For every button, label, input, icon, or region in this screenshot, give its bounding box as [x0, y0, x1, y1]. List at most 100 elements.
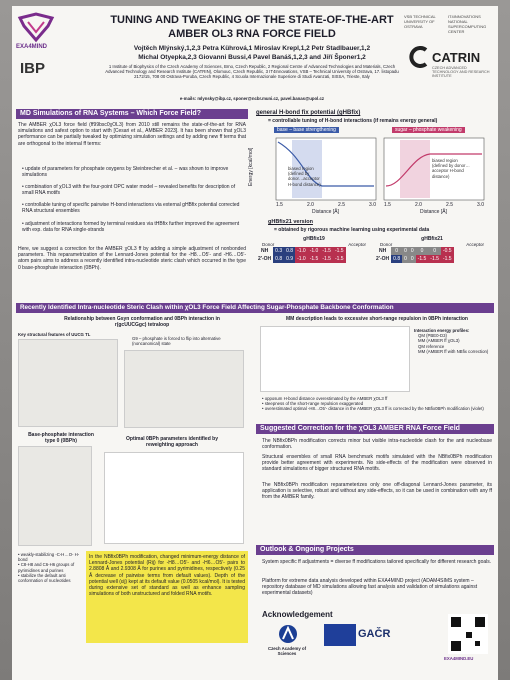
subheading: gHBfix21 version — [268, 219, 313, 225]
legend: Interaction energy profiles: QM (PBE0-D3)… — [414, 328, 494, 354]
header-cell: Donor — [380, 242, 393, 247]
table-header: Donor Acceptor — [374, 242, 490, 247]
bullet-text: combination of χOL3 with the four-point … — [22, 184, 236, 197]
section-heading: MD Simulations of RNA Systems – Which Fo… — [16, 109, 248, 119]
legend-entry: QM reference — [418, 343, 445, 349]
email: e-mails: mlynsky@ibp.cz, sponer@ncbr.mun… — [179, 96, 325, 101]
table-cell: -1.5 — [332, 255, 346, 263]
table-title: gHBfix21 — [421, 236, 443, 242]
label: sugar – phosphate weakening — [392, 127, 465, 133]
label: base – base strengthening — [274, 127, 339, 133]
bullet: • controllable tuning of specific pairwi… — [22, 202, 240, 215]
legend-entry: QM (PBE0-D3) — [418, 333, 447, 339]
x-tick-label: 2.0 — [415, 202, 422, 208]
figure — [260, 326, 410, 392]
catrin-icon — [409, 46, 428, 68]
legend-entry: MM (AMBER ff with NBfix correction) — [418, 348, 489, 354]
authors: Michal Otyepka,2,3 Giovanni Bussi,4 Pave… — [138, 54, 366, 61]
x-tick-label: 2.5 — [446, 202, 453, 208]
table-cell: 0.8 — [284, 247, 296, 255]
table-block: gHBfix21 Donor Acceptor NH 0 0 0 0 0 -0.5 2′-OH 0.8… — [374, 236, 490, 263]
header-cell: Acceptor — [466, 242, 484, 247]
row-label: NH — [260, 248, 269, 254]
figure-title: Optimal 0BPh parameters identified by re… — [126, 436, 218, 449]
catrin-sub: CZECH ADVANCED TECHNOLOGY AND RESEARCH I… — [432, 66, 490, 78]
paragraph: The NBfix0BPh modification corrects mino… — [262, 438, 492, 451]
x-tick-label: 1.5 — [384, 202, 391, 208]
section-heading: Suggested Correction for the χOL3 AMBER … — [256, 424, 494, 434]
table-cell: 0.8 — [273, 255, 285, 263]
bullet: • combination of χOL3 with the four-poin… — [22, 184, 236, 197]
table-cell: -1.5 — [307, 255, 321, 263]
subtitle: = controllable tuning of H-bond interact… — [268, 118, 438, 124]
title: AMBER OL3 RNA FORCE FIELD — [168, 28, 336, 40]
header-cell: Acceptor — [348, 242, 366, 247]
table-cell: 0 — [415, 247, 429, 255]
table-header: Donor Acceptor — [256, 242, 372, 247]
logo: EXA4MIND.EU — [444, 656, 474, 661]
table-row: 2′-OH 0.8 0.9 -1.0 -1.5 -1.5 -1.5 — [256, 255, 346, 263]
row-label: 2′-OH — [376, 256, 390, 262]
table-cell: -1.5 — [320, 255, 333, 263]
figure — [104, 452, 244, 544]
x-ticks: 1.5 2.0 2.5 3.0 — [276, 202, 376, 208]
bullet-text: opposum H-bond distance overestimated by… — [264, 396, 388, 401]
x-tick-label: 3.0 — [477, 202, 484, 208]
bullet-text: weakly-stabilizing -C-H…O- H-bond — [18, 552, 80, 563]
table-cell: 0 — [408, 255, 416, 263]
table-row: 2′-OH 0.8 0 0 -1.5 -1.5 -1.5 — [374, 255, 454, 263]
table-cell: 0.8 — [391, 255, 403, 263]
figure — [124, 350, 244, 428]
bullet-text: controllable tuning of specific pairwise… — [22, 202, 240, 215]
table-row: NH 0 0 0 0 0 -0.5 — [374, 247, 454, 255]
x-tick-label: 3.0 — [369, 202, 376, 208]
bullet-text: adjustment of interactions formed by ter… — [22, 221, 240, 234]
table-block: gHBfix19 Donor Acceptor NH 0.3 0.8 -1.0 -1.0 -1.… — [256, 236, 372, 263]
row-label: NH — [378, 248, 387, 254]
bullet: • opposum H-bond distance overestimated … — [262, 396, 388, 401]
bullet: • update of parameters for phosphate oxy… — [22, 166, 229, 179]
row-label: 2′-OH — [258, 256, 272, 262]
paragraph: Here, we suggest a correction for the AM… — [18, 246, 246, 271]
x-tick-label: 2.0 — [307, 202, 314, 208]
bullet-text: stabilize the default anti conformation … — [18, 572, 71, 584]
tables: gHBfix19 Donor Acceptor NH 0.3 0.8 -1.0 -1.0 -1.… — [256, 236, 492, 263]
header-cell: Donor — [262, 242, 275, 247]
table-cell: 0 — [402, 255, 409, 263]
table-cell: -1.5 — [428, 255, 441, 263]
exa4mind-logo-icon — [17, 12, 55, 43]
figure-label: Key structural features of UUCG TL — [18, 332, 91, 337]
section-heading: Outlook & Ongoing Projects — [256, 545, 494, 555]
title: TUNING AND TWEAKING OF THE STATE-OF-THE-… — [110, 14, 394, 26]
bullet: • adjustment of interactions formed by t… — [22, 221, 240, 234]
paragraph: Structural ensembles of small RNA benchm… — [262, 454, 492, 473]
x-tick-label: 2.5 — [338, 202, 345, 208]
bullet-text: overestimated optimal -H8…O5′- distance … — [264, 406, 484, 412]
x-ticks: 1.5 2.0 2.5 3.0 — [384, 202, 484, 208]
table-cell: -1.5 — [440, 255, 454, 263]
vsb-logo: VSB TECHNICAL UNIVERSITY OF OSTRAVA — [404, 14, 436, 29]
table-cell: -0.5 — [440, 247, 454, 255]
catrin-logo: CATRIN — [432, 50, 481, 65]
table-cell: 0 — [391, 247, 403, 255]
table-cell: -1.5 — [415, 255, 429, 263]
figure — [18, 446, 92, 546]
table-cell: 0.9 — [284, 255, 296, 263]
logo: GAČR — [358, 628, 391, 640]
box-note: biased region (defined by donor…acceptor… — [432, 158, 470, 179]
subheading: general H-bond fix potential (gHBfix) — [256, 110, 361, 116]
x-tick-label: 1.5 — [276, 202, 283, 208]
table-cell: -1.5 — [332, 247, 346, 255]
table-cell: -1.0 — [295, 255, 308, 263]
highlight-box: In the NBfix0BPh modification, changed m… — [86, 551, 248, 643]
bullet: • weakly-stabilizing -C-H…O- H-bond • C8-… — [18, 552, 80, 584]
figure-title: Relationship between Gsyn conformation a… — [64, 316, 220, 329]
figure — [18, 339, 118, 427]
legend-entry: MM (AMBER ff χOL3) — [418, 338, 460, 344]
exa4mind-logo: EXA4MIND — [16, 44, 48, 50]
ibp-logo: IBP — [20, 60, 46, 77]
x-axis-label: Distance [Å] — [420, 209, 447, 215]
cas-logo — [279, 625, 297, 643]
acknowledgement-heading: Acknowledgement — [262, 610, 333, 619]
